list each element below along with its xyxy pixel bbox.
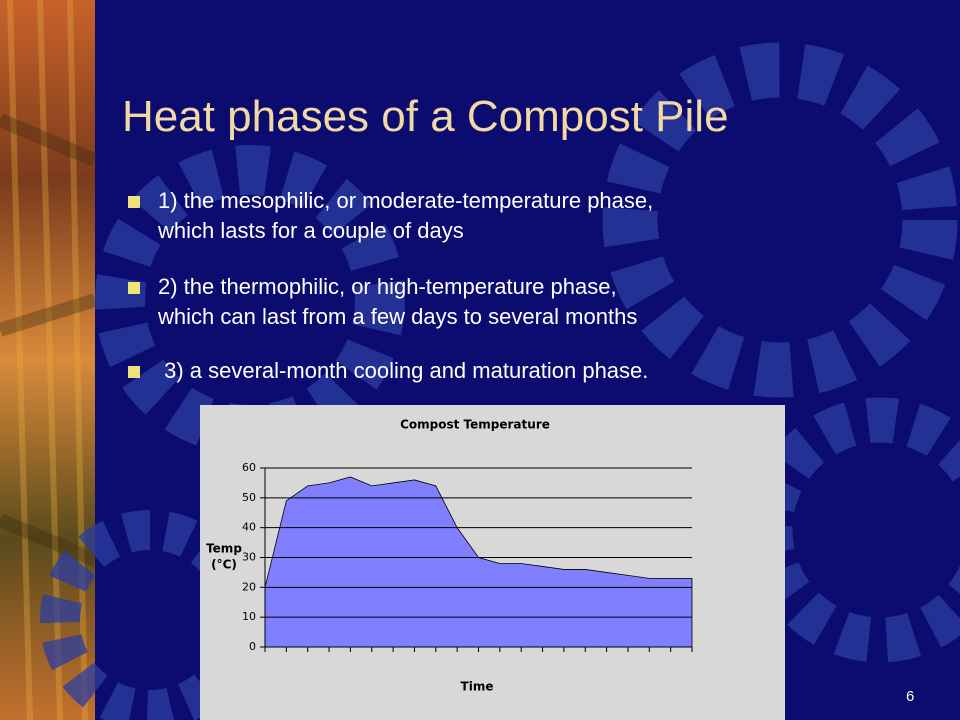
bullet-line: 2) the thermophilic, or high-temperature…: [158, 274, 617, 299]
y-tick-label: 50: [242, 491, 256, 504]
y-tick-label: 10: [242, 610, 256, 623]
area: [264, 476, 693, 648]
slide-title: Heat phases of a Compost Pile: [122, 92, 729, 141]
y-axis-label: Temp: [206, 542, 242, 556]
bullet-line: 3) a several-month cooling and maturatio…: [158, 358, 649, 383]
bullet-line: which lasts for a couple of days: [158, 218, 464, 243]
y-tick-label: 20: [242, 580, 256, 593]
y-tick-label: 0: [249, 640, 256, 653]
bullet-line: which can last from a few days to severa…: [158, 304, 638, 329]
y-tick-label: 40: [242, 521, 256, 534]
y-tick-label: 30: [242, 551, 256, 564]
bullet-marker: [128, 282, 140, 294]
chart-title: Compost Temperature: [400, 418, 550, 432]
y-tick-label: 60: [242, 461, 256, 474]
bullet-marker: [128, 366, 140, 378]
x-axis-label: Time: [461, 680, 494, 694]
y-axis-label: (°C): [211, 558, 237, 572]
bullet-line: 1) the mesophilic, or moderate-temperatu…: [158, 188, 654, 213]
bullet-marker: [128, 196, 140, 208]
chart: Compost Temperature Temp (°C) Time 0 10 20…: [200, 405, 785, 720]
strip-texture: [0, 0, 98, 720]
page-number: 6: [906, 688, 915, 705]
